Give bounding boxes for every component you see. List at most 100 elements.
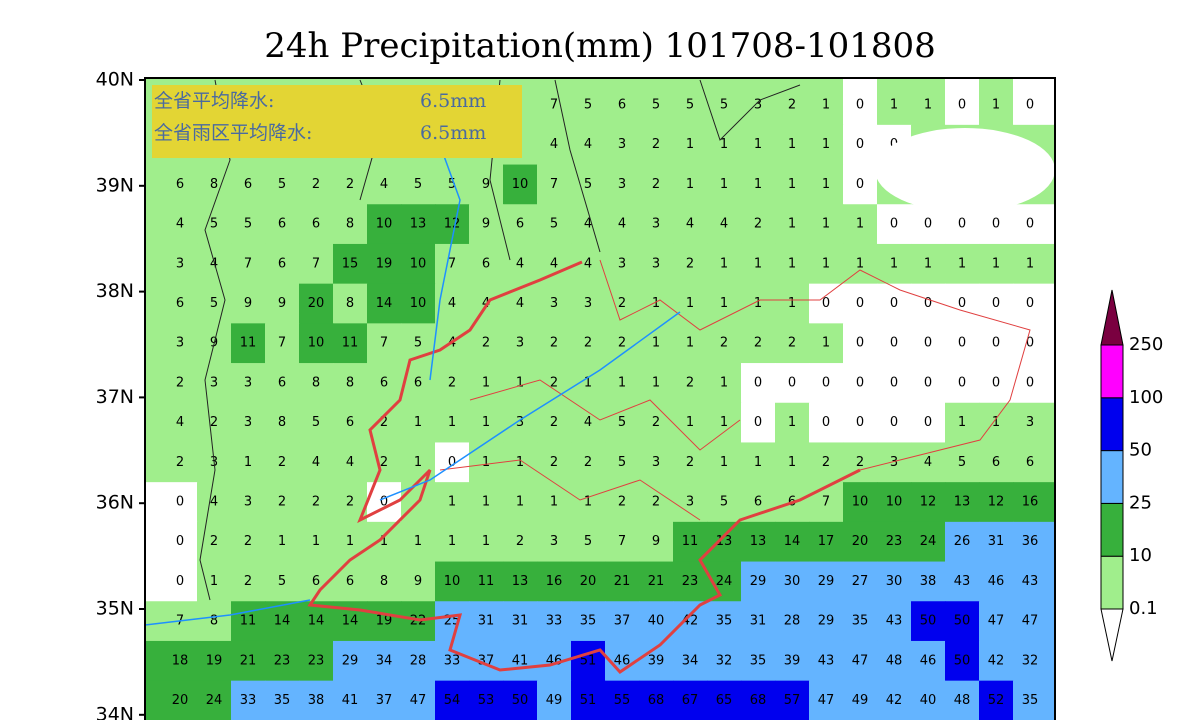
- precip-cell: [537, 442, 572, 483]
- precip-value: 0: [890, 375, 898, 390]
- precip-cell: [809, 124, 844, 166]
- precip-value: 2: [550, 415, 558, 430]
- precip-cell: [401, 601, 436, 642]
- precip-cell: [877, 521, 912, 563]
- precip-cell: [809, 640, 844, 682]
- precip-cell: [367, 561, 402, 602]
- precip-value: 38: [308, 693, 325, 708]
- precip-value: 9: [482, 177, 490, 192]
- precip-cell: [333, 243, 368, 285]
- precip-value: 1: [890, 98, 898, 113]
- precip-value: 4: [448, 296, 456, 311]
- precip-value: 0: [176, 574, 184, 589]
- precip-value: 3: [176, 256, 184, 271]
- precip-cell: [843, 521, 878, 563]
- precip-cell: [741, 402, 776, 443]
- precip-value: 1: [414, 534, 422, 549]
- precip-value: 1: [244, 455, 252, 470]
- precip-value: 57: [784, 693, 801, 708]
- precip-value: 43: [886, 614, 903, 629]
- precip-cell: [877, 402, 912, 443]
- precip-cell: [503, 363, 538, 404]
- precip-value: 0: [992, 296, 1000, 311]
- y-tick-label: 39N: [96, 174, 134, 196]
- precip-value: 5: [958, 455, 966, 470]
- precip-value: 5: [312, 415, 320, 430]
- precip-value: 4: [584, 415, 592, 430]
- precip-value: 13: [512, 574, 529, 589]
- precip-cell: [435, 561, 470, 602]
- precip-value: 35: [852, 614, 869, 629]
- precip-value: 38: [920, 574, 937, 589]
- precip-cell: [843, 204, 878, 245]
- precip-value: 1: [822, 98, 830, 113]
- precip-cell: [265, 521, 300, 563]
- precip-cell: [843, 323, 878, 364]
- precip-cell: [809, 601, 844, 642]
- precip-cell: [775, 124, 810, 166]
- precip-cell: [503, 402, 538, 443]
- precip-value: 2: [788, 98, 796, 113]
- precip-cell: [843, 164, 878, 205]
- precip-cell: [673, 482, 708, 523]
- precip-value: 19: [376, 614, 393, 629]
- precip-value: 1: [788, 415, 796, 430]
- precip-value: 1: [754, 137, 762, 152]
- precip-value: 7: [822, 495, 830, 510]
- precip-value: 3: [244, 495, 252, 510]
- precip-value: 1: [414, 415, 422, 430]
- precip-cell: [265, 561, 300, 602]
- precip-cell: [945, 482, 980, 523]
- precip-value: 19: [206, 653, 223, 668]
- precip-cell: [775, 164, 810, 205]
- info-box: [152, 85, 522, 158]
- precip-value: 1: [550, 495, 558, 510]
- precip-cell: [231, 283, 266, 324]
- precip-value: 5: [584, 98, 592, 113]
- color-legend: 0.1 10 25 50 100 250: [1100, 289, 1163, 662]
- precip-cell: [401, 402, 436, 443]
- precip-value: 13: [716, 534, 733, 549]
- precip-value: 28: [784, 614, 801, 629]
- precip-value: 5: [618, 415, 626, 430]
- precip-value: 0: [448, 455, 456, 470]
- precip-cell: [877, 482, 912, 523]
- y-tick-label: 35N: [96, 598, 134, 620]
- precip-value: 2: [584, 336, 592, 351]
- precip-value: 2: [346, 495, 354, 510]
- precip-cell: [1013, 521, 1055, 563]
- precip-value: 2: [550, 375, 558, 390]
- precip-cell: [571, 482, 606, 523]
- province-border: [307, 260, 861, 674]
- precip-cell: [775, 521, 810, 563]
- precip-cell: [537, 283, 572, 324]
- precip-value: 6: [312, 574, 320, 589]
- precip-value: 24: [920, 534, 937, 549]
- precip-cell: [911, 680, 946, 720]
- precip-value: 6: [176, 296, 184, 311]
- precip-value: 55: [614, 693, 631, 708]
- precip-cell: [809, 561, 844, 602]
- precip-cell: [197, 640, 232, 682]
- precip-cell: [741, 640, 776, 682]
- precip-value: 3: [584, 296, 592, 311]
- precip-cell: [231, 323, 266, 364]
- precip-cell: [1013, 482, 1055, 523]
- precip-value: 4: [176, 217, 184, 232]
- precip-cell: [775, 561, 810, 602]
- precip-value: 2: [550, 455, 558, 470]
- precip-value: 5: [584, 177, 592, 192]
- precip-cell: [435, 402, 470, 443]
- precip-cell: [741, 204, 776, 245]
- precip-cell: [741, 243, 776, 285]
- precip-cell: [945, 680, 980, 720]
- precip-cell: [911, 402, 946, 443]
- precip-value: 4: [176, 415, 184, 430]
- precip-cell: [469, 363, 504, 404]
- precip-value: 2: [176, 455, 184, 470]
- precip-value: 3: [244, 375, 252, 390]
- precip-value: 0: [1026, 296, 1034, 311]
- precip-cell: [979, 363, 1014, 404]
- precip-value: 4: [516, 296, 524, 311]
- precip-value: 1: [720, 375, 728, 390]
